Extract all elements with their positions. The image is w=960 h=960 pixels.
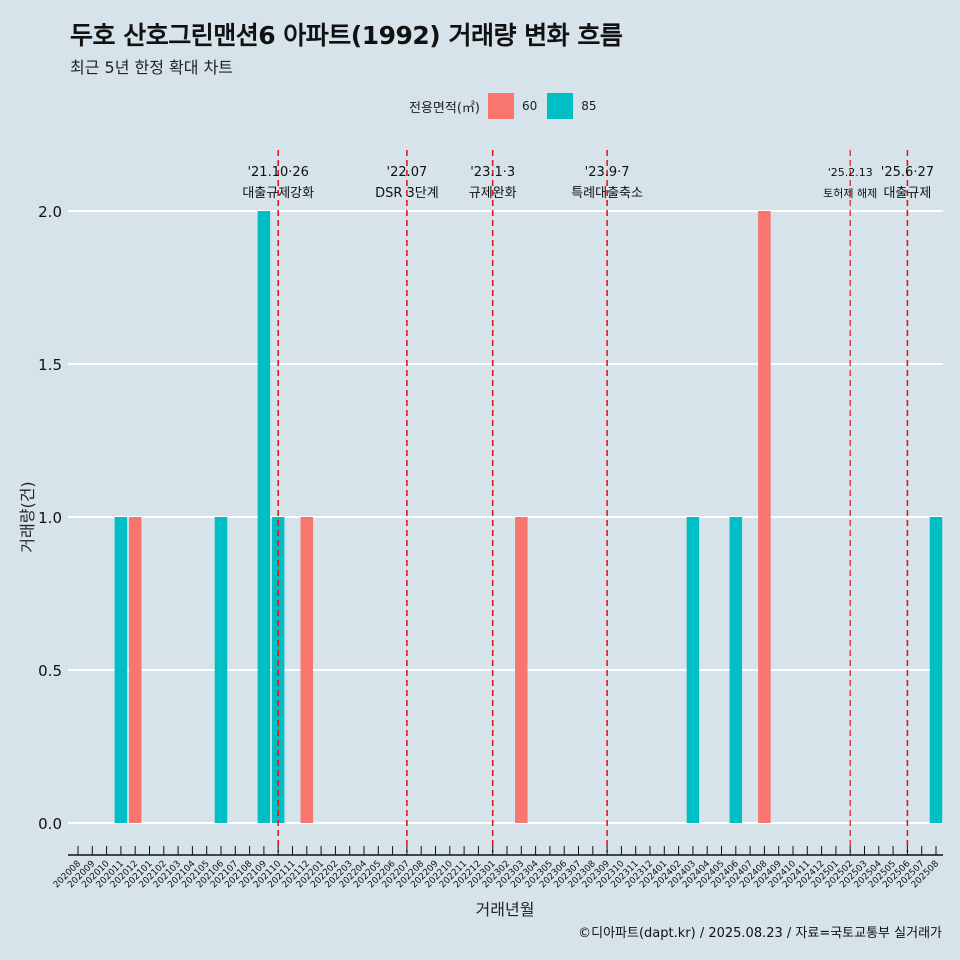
- y-tick-label: 1.0: [38, 509, 62, 527]
- policy-name-label: 대출규제: [883, 186, 931, 201]
- legend-key-85: [547, 93, 574, 119]
- bar-85-202011: [114, 517, 128, 823]
- bar-85-202106: [214, 517, 228, 823]
- legend-key-60: [487, 93, 514, 119]
- policy-date-label: '23.9·7: [585, 165, 630, 180]
- y-axis-title: 거래량(건): [18, 481, 37, 552]
- bar-60-202112: [300, 517, 314, 823]
- y-tick-label: 0.0: [38, 815, 62, 833]
- policy-name-label: 대출규제강화: [242, 186, 314, 201]
- policy-name-label: 토허제 해제: [823, 186, 877, 200]
- bar-85-202508: [929, 517, 943, 823]
- policy-date-label: '23.1·3: [470, 165, 515, 180]
- bar-85-202109: [257, 211, 271, 823]
- y-tick-label: 2.0: [38, 203, 62, 221]
- source-caption: ©디아파트(dapt.kr) / 2025.08.23 / 자료=국토교통부 실…: [578, 926, 942, 941]
- bar-85-202406: [729, 517, 743, 823]
- x-axis-title: 거래년월: [476, 900, 535, 919]
- bar-60-202408: [758, 211, 771, 823]
- bar-85-202403: [686, 517, 700, 823]
- y-tick-label: 0.5: [38, 662, 62, 680]
- policy-date-label: '25.2.13: [828, 166, 873, 179]
- legend-label-85: 85: [581, 99, 597, 113]
- policy-name-label: 규제완화: [469, 186, 517, 201]
- legend-label-60: 60: [521, 99, 538, 113]
- chart-subtitle: 최근 5년 한정 확대 차트: [70, 58, 234, 77]
- policy-date-label: '22.07: [387, 165, 428, 180]
- policy-date-label: '21.10·26: [247, 165, 308, 180]
- policy-date-label: '25.6·27: [881, 165, 934, 180]
- policy-name-label: 특례대출축소: [571, 186, 643, 201]
- legend-title: 전용면적(㎡): [409, 100, 480, 116]
- y-tick-label: 1.5: [38, 356, 62, 374]
- policy-name-label: DSR 3단계: [375, 186, 439, 201]
- bar-60-202012: [128, 517, 142, 823]
- chart-title: 두호 산호그린맨션6 아파트(1992) 거래량 변화 흐름: [70, 21, 623, 50]
- legend: 전용면적(㎡) 60 85: [409, 93, 607, 119]
- bar-60-202303: [515, 517, 528, 823]
